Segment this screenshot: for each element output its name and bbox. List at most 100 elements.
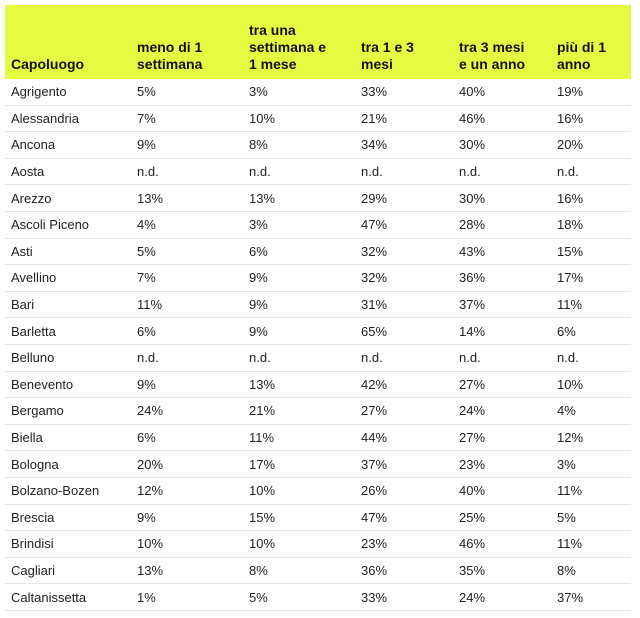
cell-tra-una-settimana-e-1-mese: 3% — [243, 79, 355, 106]
cell-piu-di-1-anno: 37% — [551, 583, 631, 611]
cell-capoluogo: Agrigento — [5, 79, 131, 106]
cell-meno-di-1-settimana: 5% — [131, 238, 243, 266]
cell-tra-3-mesi-e-un-anno: 46% — [453, 105, 551, 133]
cell-tra-3-mesi-e-un-anno: 46% — [453, 530, 551, 558]
cell-tra-una-settimana-e-1-mese: 17% — [243, 450, 355, 478]
cell-tra-una-settimana-e-1-mese: 13% — [243, 184, 355, 212]
cell-piu-di-1-anno: 18% — [551, 211, 631, 239]
cell-capoluogo: Cagliari — [5, 557, 131, 585]
cell-piu-di-1-anno: n.d. — [551, 158, 631, 186]
header-tra-3-mesi-e-un-anno: tra 3 mesi e un anno — [459, 39, 526, 72]
cell-tra-una-settimana-e-1-mese: n.d. — [243, 344, 355, 372]
cell-tra-1-e-3-mesi: 33% — [355, 583, 453, 611]
cell-tra-una-settimana-e-1-mese: 6% — [243, 238, 355, 266]
cell-tra-una-settimana-e-1-mese: 13% — [243, 371, 355, 399]
cell-capoluogo: Bari — [5, 291, 131, 319]
cell-capoluogo: Ancona — [5, 131, 131, 159]
cell-capoluogo: Belluno — [5, 344, 131, 372]
cell-capoluogo: Arezzo — [5, 184, 131, 212]
cell-tra-1-e-3-mesi: 65% — [355, 317, 453, 345]
cell-tra-1-e-3-mesi: 21% — [355, 105, 453, 133]
cell-tra-3-mesi-e-un-anno: 24% — [453, 397, 551, 425]
cell-meno-di-1-settimana: 20% — [131, 450, 243, 478]
cell-tra-3-mesi-e-un-anno: 14% — [453, 317, 551, 345]
cell-tra-una-settimana-e-1-mese: 3% — [243, 211, 355, 239]
cell-tra-una-settimana-e-1-mese: 9% — [243, 291, 355, 319]
cell-capoluogo: Bolzano-Bozen — [5, 477, 131, 505]
cell-tra-3-mesi-e-un-anno: 35% — [453, 557, 551, 585]
table-row: Ascoli Piceno 4% 3% 47% 28% 18% — [5, 211, 631, 239]
cell-meno-di-1-settimana: 13% — [131, 184, 243, 212]
cell-meno-di-1-settimana: 24% — [131, 397, 243, 425]
table-row: Bergamo 24% 21% 27% 24% 4% — [5, 397, 631, 425]
table-row: Bari 11% 9% 31% 37% 11% — [5, 291, 631, 319]
table-row: Cagliari 13% 8% 36% 35% 8% — [5, 557, 631, 585]
table-row: Asti 5% 6% 32% 43% 15% — [5, 238, 631, 266]
table-row: Belluno n.d. n.d. n.d. n.d. n.d. — [5, 344, 631, 372]
cell-meno-di-1-settimana: 6% — [131, 424, 243, 452]
header-meno-di-1-settimana: meno di 1 settimana — [137, 39, 203, 72]
cell-tra-una-settimana-e-1-mese: 10% — [243, 105, 355, 133]
cell-tra-1-e-3-mesi: 31% — [355, 291, 453, 319]
cell-meno-di-1-settimana: 6% — [131, 317, 243, 345]
cell-tra-3-mesi-e-un-anno: n.d. — [453, 158, 551, 186]
cell-meno-di-1-settimana: 1% — [131, 583, 243, 611]
cell-meno-di-1-settimana: 7% — [131, 105, 243, 133]
table-row: Brindisi 10% 10% 23% 46% 11% — [5, 530, 631, 558]
cell-meno-di-1-settimana: 10% — [131, 530, 243, 558]
table-row: Biella 6% 11% 44% 27% 12% — [5, 424, 631, 452]
table-body: Agrigento 5% 3% 33% 40% 19% Alessandria 7% 10% 21… — [5, 79, 631, 611]
cell-tra-una-settimana-e-1-mese: 10% — [243, 530, 355, 558]
cell-capoluogo: Aosta — [5, 158, 131, 186]
cell-tra-3-mesi-e-un-anno: 40% — [453, 477, 551, 505]
cell-capoluogo: Avellino — [5, 264, 131, 292]
cell-piu-di-1-anno: 12% — [551, 424, 631, 452]
data-table-container: Capoluogo meno di 1 settimana tra una se… — [5, 5, 631, 611]
cell-tra-1-e-3-mesi: n.d. — [355, 158, 453, 186]
cell-tra-3-mesi-e-un-anno: 30% — [453, 131, 551, 159]
cell-meno-di-1-settimana: 4% — [131, 211, 243, 239]
cell-piu-di-1-anno: 20% — [551, 131, 631, 159]
header-tra-una-settimana-e-1-mese: tra una settimana e 1 mese — [249, 22, 327, 72]
table-row: Brescia 9% 15% 47% 25% 5% — [5, 504, 631, 532]
table-row: Arezzo 13% 13% 29% 30% 16% — [5, 184, 631, 212]
table-row: Bologna 20% 17% 37% 23% 3% — [5, 450, 631, 478]
table-row: Ancona 9% 8% 34% 30% 20% — [5, 131, 631, 159]
cell-capoluogo: Caltanissetta — [5, 583, 131, 611]
header-piu-di-1-anno: più di 1 anno — [557, 39, 606, 72]
cell-capoluogo: Bergamo — [5, 397, 131, 425]
cell-tra-una-settimana-e-1-mese: 21% — [243, 397, 355, 425]
cell-tra-1-e-3-mesi: 32% — [355, 264, 453, 292]
cell-tra-3-mesi-e-un-anno: 43% — [453, 238, 551, 266]
cell-tra-1-e-3-mesi: 42% — [355, 371, 453, 399]
header-tra-1-e-3-mesi: tra 1 e 3 mesi — [361, 39, 414, 72]
cell-tra-3-mesi-e-un-anno: n.d. — [453, 344, 551, 372]
cell-capoluogo: Brescia — [5, 504, 131, 532]
cell-tra-una-settimana-e-1-mese: 10% — [243, 477, 355, 505]
cell-tra-1-e-3-mesi: 32% — [355, 238, 453, 266]
cell-tra-1-e-3-mesi: 23% — [355, 530, 453, 558]
cell-piu-di-1-anno: 3% — [551, 450, 631, 478]
cell-tra-3-mesi-e-un-anno: 24% — [453, 583, 551, 611]
cell-meno-di-1-settimana: 12% — [131, 477, 243, 505]
table-row: Agrigento 5% 3% 33% 40% 19% — [5, 79, 631, 106]
cell-capoluogo: Asti — [5, 238, 131, 266]
cell-tra-3-mesi-e-un-anno: 40% — [453, 79, 551, 106]
table-row: Alessandria 7% 10% 21% 46% 16% — [5, 105, 631, 133]
cell-tra-una-settimana-e-1-mese: 8% — [243, 557, 355, 585]
table-row: Caltanissetta 1% 5% 33% 24% 37% — [5, 583, 631, 611]
cell-piu-di-1-anno: 11% — [551, 291, 631, 319]
cell-tra-1-e-3-mesi: 47% — [355, 504, 453, 532]
cell-piu-di-1-anno: 16% — [551, 184, 631, 212]
cell-tra-una-settimana-e-1-mese: 8% — [243, 131, 355, 159]
table-row: Bolzano-Bozen 12% 10% 26% 40% 11% — [5, 477, 631, 505]
cell-tra-una-settimana-e-1-mese: 15% — [243, 504, 355, 532]
cell-tra-una-settimana-e-1-mese: 9% — [243, 264, 355, 292]
table-row: Benevento 9% 13% 42% 27% 10% — [5, 371, 631, 399]
cell-tra-1-e-3-mesi: 34% — [355, 131, 453, 159]
table-row: Barletta 6% 9% 65% 14% 6% — [5, 317, 631, 345]
cell-tra-1-e-3-mesi: 37% — [355, 450, 453, 478]
data-table: Capoluogo meno di 1 settimana tra una se… — [5, 5, 631, 611]
cell-piu-di-1-anno: 10% — [551, 371, 631, 399]
cell-tra-3-mesi-e-un-anno: 25% — [453, 504, 551, 532]
